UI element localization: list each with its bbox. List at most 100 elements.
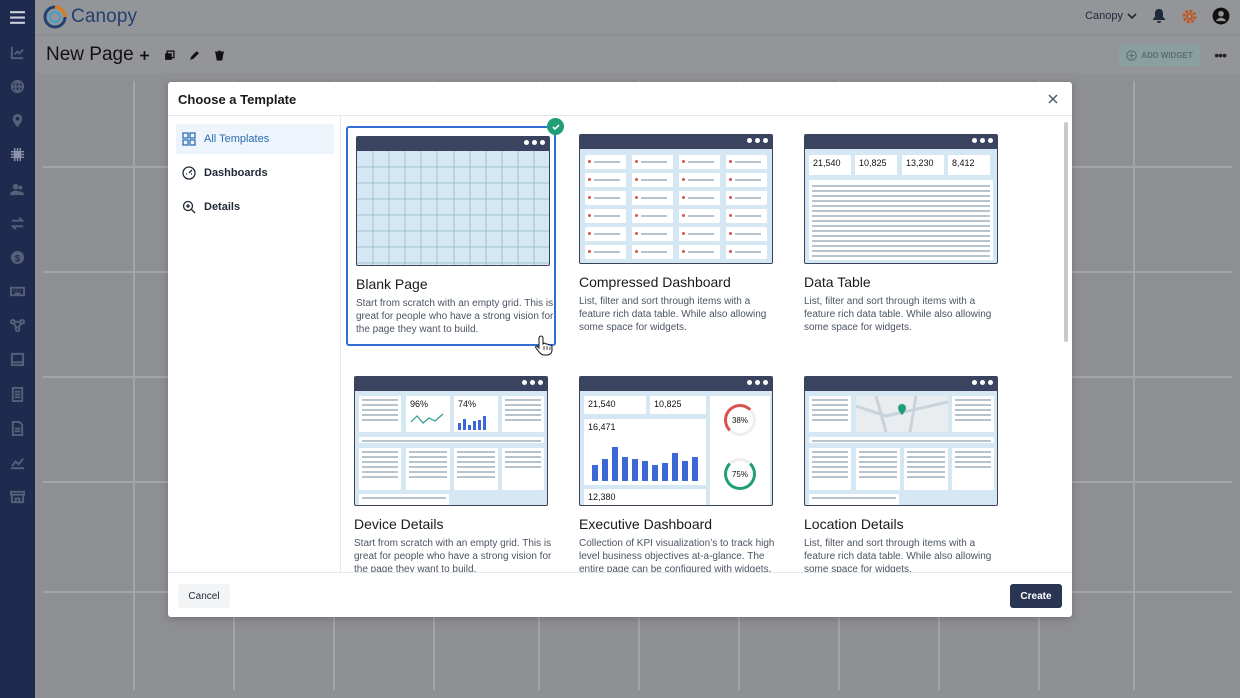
- more-options-icon[interactable]: •••: [1214, 47, 1227, 63]
- document-icon[interactable]: [6, 383, 29, 406]
- app-name: Canopy: [71, 6, 138, 27]
- template-thumbnail: 96% 74%: [354, 376, 548, 506]
- info-card: [809, 448, 851, 490]
- info-card: [809, 494, 899, 505]
- template-title: Location Details: [804, 516, 904, 532]
- account-switcher[interactable]: Canopy: [1085, 10, 1137, 22]
- logo[interactable]: Canopy: [43, 5, 137, 29]
- add-widget-label: ADD WIDGET: [1141, 50, 1193, 60]
- template-scrollbar[interactable]: [1064, 122, 1068, 342]
- trend-icon[interactable]: [6, 451, 29, 474]
- info-card: [904, 448, 948, 490]
- device-icon[interactable]: [6, 348, 29, 371]
- account-name: Canopy: [1085, 10, 1123, 22]
- info-card: [502, 448, 544, 490]
- template-thumbnail: [804, 376, 998, 506]
- mini-tile: [679, 227, 720, 241]
- mini-tile: [585, 245, 626, 259]
- dollar-icon[interactable]: $: [6, 246, 29, 269]
- percent-value: 96%: [410, 399, 429, 409]
- top-bar: Canopy Canopy: [35, 0, 1240, 35]
- template-thumbnail: 21,540 10,825 16,471 12,380 38% 7: [579, 376, 773, 506]
- percent-card: 74%: [454, 396, 498, 432]
- users-icon[interactable]: [6, 178, 29, 201]
- template-card-compressed-dashboard[interactable]: Compressed Dashboard List, filter and so…: [571, 126, 781, 346]
- category-dashboards[interactable]: Dashboards: [176, 158, 334, 188]
- delete-page-button[interactable]: [211, 47, 227, 63]
- plus-circle-icon: [1126, 49, 1137, 61]
- create-button[interactable]: Create: [1010, 584, 1062, 608]
- network-icon[interactable]: [6, 314, 29, 337]
- template-description: Start from scratch with an empty grid. T…: [356, 298, 554, 335]
- location-icon[interactable]: [6, 109, 29, 132]
- bar-chart-preview: 16,471: [584, 419, 706, 485]
- template-title: Executive Dashboard: [579, 516, 713, 532]
- chevron-down-icon: [1127, 13, 1137, 20]
- mini-tile: [679, 191, 720, 205]
- grid-icon: [182, 132, 196, 146]
- kpi-value: 16,471: [588, 422, 616, 432]
- speedometer-icon: [182, 166, 196, 180]
- cancel-button[interactable]: Cancel: [178, 584, 230, 608]
- category-all-templates[interactable]: All Templates: [176, 124, 334, 154]
- duplicate-page-button[interactable]: [161, 47, 177, 63]
- mini-tile: [632, 173, 673, 187]
- template-thumbnail: [356, 136, 550, 266]
- template-card-data-table[interactable]: 21,540 10,825 13,230 8,412 Data Table Li…: [796, 126, 1006, 346]
- mini-tile: [585, 173, 626, 187]
- hand-pointer-icon: [535, 335, 553, 356]
- mini-tile: [726, 227, 767, 241]
- account-icon[interactable]: [1212, 7, 1230, 25]
- template-card-location-details[interactable]: Location Details List, filter and sort t…: [796, 368, 1006, 572]
- svg-text:$: $: [15, 253, 21, 263]
- info-card: [502, 396, 544, 432]
- store-icon[interactable]: [6, 485, 29, 508]
- divider-row: [359, 437, 544, 443]
- table-preview: [809, 180, 993, 260]
- mini-tile: [632, 191, 673, 205]
- info-card: [359, 494, 449, 505]
- gear-icon[interactable]: [1181, 8, 1198, 25]
- template-card-blank-page[interactable]: Blank Page Start from scratch with an em…: [346, 118, 564, 346]
- keyboard-icon[interactable]: [6, 280, 29, 303]
- template-description: List, filter and sort through items with…: [804, 538, 992, 572]
- add-page-button[interactable]: [136, 47, 152, 63]
- kpi-tile: 13,230: [902, 155, 944, 175]
- template-categories: All Templates Dashboards Details: [168, 116, 341, 572]
- kpi-tile: 21,540: [809, 155, 851, 175]
- mini-tile: [726, 173, 767, 187]
- percent-value: 74%: [458, 399, 477, 409]
- kpi-tile: 10,825: [855, 155, 897, 175]
- dialog-footer-divider: [168, 572, 1072, 573]
- chip-icon[interactable]: [6, 143, 29, 166]
- category-details[interactable]: Details: [176, 192, 334, 222]
- info-card: [809, 396, 851, 432]
- menu-icon[interactable]: [6, 6, 29, 29]
- mini-tile: [632, 245, 673, 259]
- magnify-icon: [182, 200, 196, 214]
- choose-template-dialog: Choose a Template All Templates Dashboar…: [168, 82, 1072, 617]
- close-icon[interactable]: [1046, 92, 1060, 106]
- template-description: List, filter and sort through items with…: [579, 296, 767, 333]
- add-widget-button[interactable]: ADD WIDGET: [1119, 44, 1200, 66]
- mini-tile: [679, 155, 720, 169]
- template-thumbnail: 21,540 10,825 13,230 8,412: [804, 134, 998, 264]
- category-label: Details: [204, 201, 241, 213]
- edit-page-button[interactable]: [186, 47, 202, 63]
- top-right-controls: Canopy: [1085, 7, 1230, 25]
- divider-row: [809, 437, 994, 443]
- transfer-icon[interactable]: [6, 212, 29, 235]
- globe-icon[interactable]: [6, 75, 29, 98]
- page-title[interactable]: New Page: [46, 44, 134, 65]
- chart-icon[interactable]: [6, 41, 29, 64]
- template-card-device-details[interactable]: 96% 74% D: [346, 368, 556, 572]
- gauge-38: 38%: [724, 404, 756, 436]
- mini-tile: [632, 209, 673, 223]
- bell-icon[interactable]: [1151, 8, 1167, 24]
- file-icon[interactable]: [6, 417, 29, 440]
- template-card-executive-dashboard[interactable]: 21,540 10,825 16,471 12,380 38% 7: [571, 368, 781, 572]
- selected-check-icon: [547, 118, 564, 135]
- info-card: [856, 448, 900, 490]
- template-grid: Blank Page Start from scratch with an em…: [341, 116, 1061, 572]
- mini-tile: [726, 191, 767, 205]
